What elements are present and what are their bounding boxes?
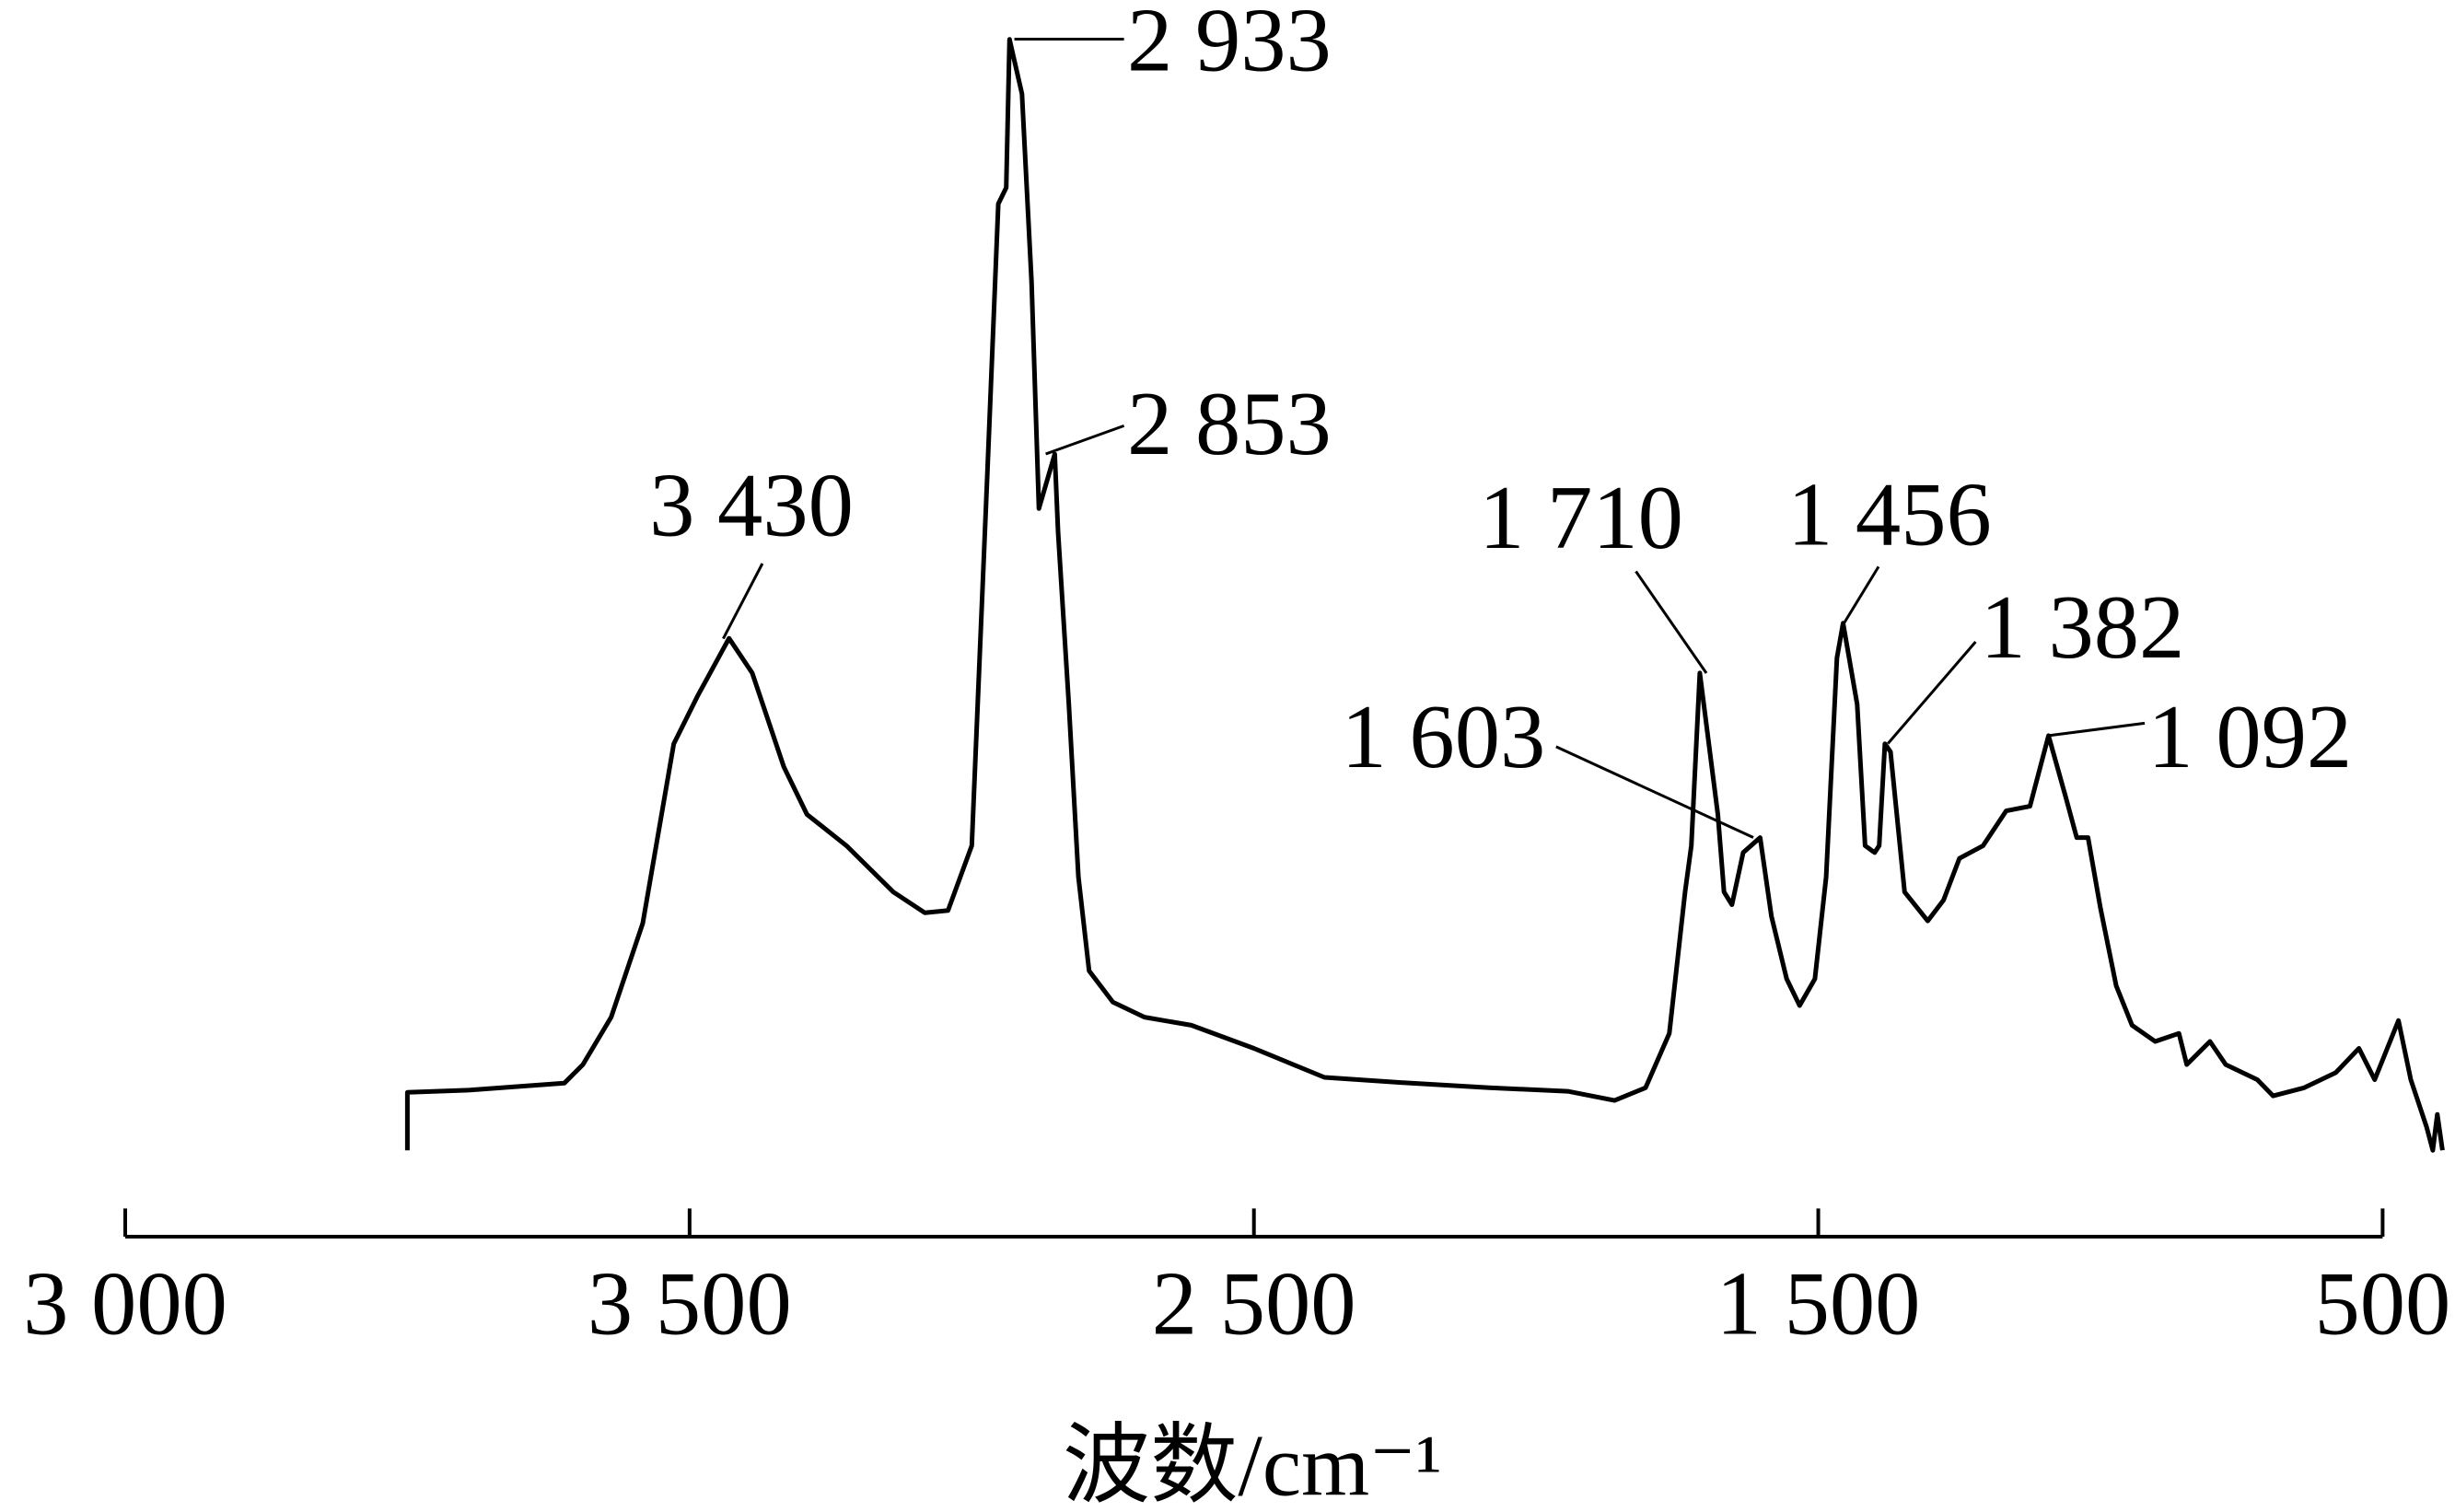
annotation: 1 710 [1479,468,1683,568]
spectrum-line [404,37,2445,1153]
annotation-leader [1555,745,1754,839]
annotation-leader [1887,641,1977,745]
annotation-leader [722,563,764,640]
x-tick-label: 3 000 [23,1253,227,1354]
annotation-leader [1045,424,1125,456]
annotation: 3 430 [649,455,854,555]
annotation: 1 456 [1787,465,1992,565]
x-axis-label: 波数/cm⁻¹ [1063,1417,1442,1512]
annotation-leader [1843,565,1880,624]
annotation-leader [1635,570,1708,674]
x-tick-label: 500 [2314,1253,2450,1354]
annotation-leader [2047,721,2146,738]
annotation: 1 603 [1341,687,1545,787]
annotation: 1 382 [1981,577,2185,678]
annotation: 1 092 [2147,687,2352,787]
x-tick-label: 2 500 [1152,1253,1356,1354]
annotation: 2 933 [1127,0,1332,91]
x-tick-label: 1 500 [1716,1253,1921,1354]
annotation: 2 853 [1127,374,1332,474]
x-tick-label: 3 500 [588,1253,792,1354]
